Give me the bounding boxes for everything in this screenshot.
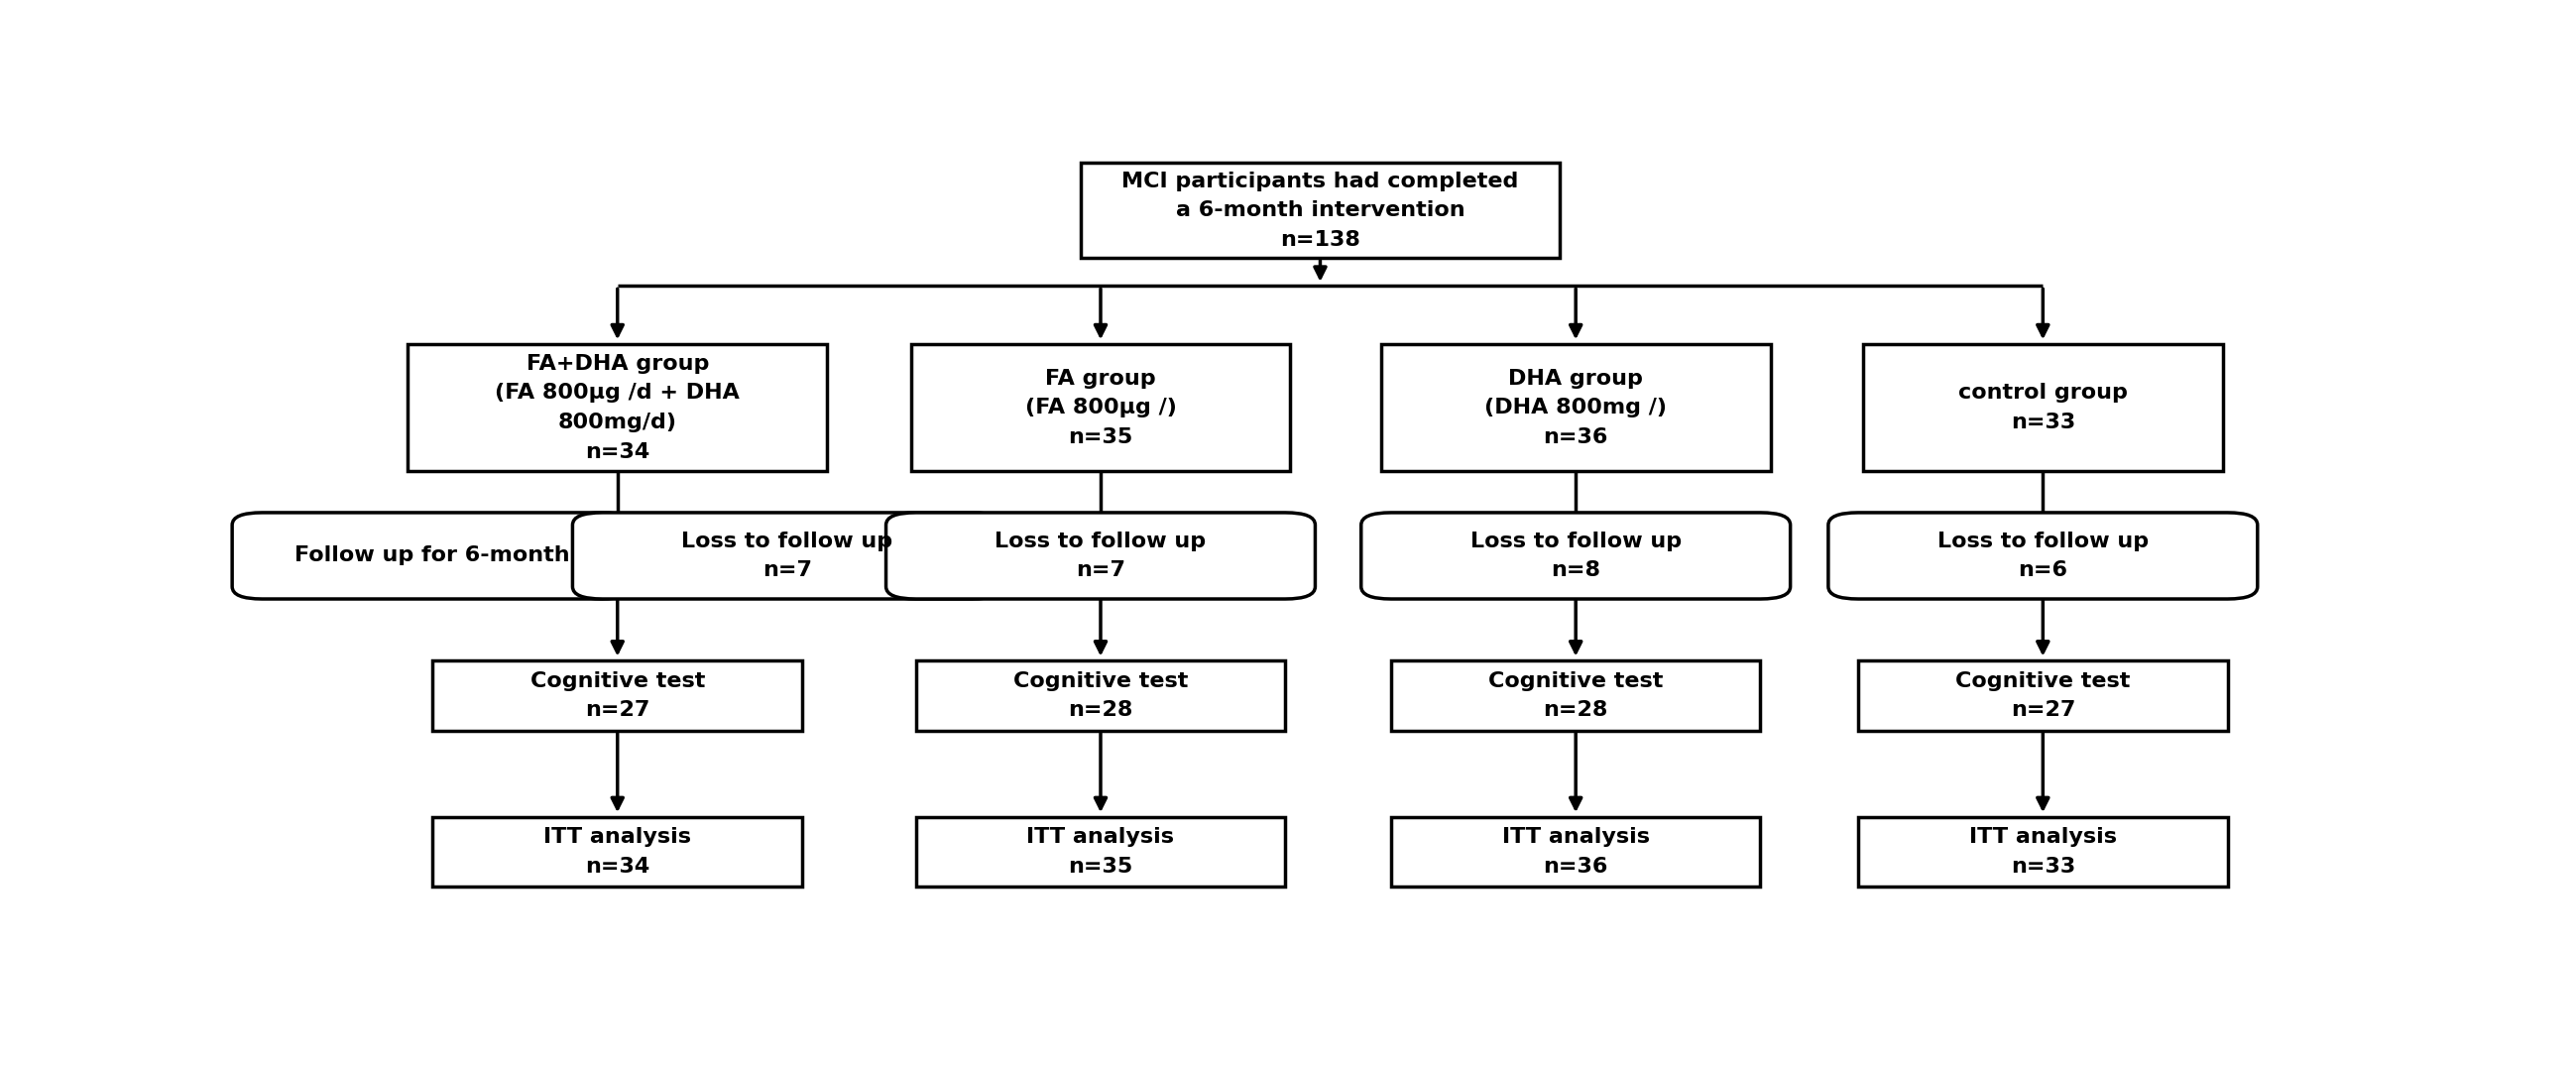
Text: Cognitive test
n=27: Cognitive test n=27 xyxy=(531,671,706,720)
Text: ITT analysis
n=35: ITT analysis n=35 xyxy=(1028,828,1175,877)
FancyBboxPatch shape xyxy=(1391,661,1759,731)
Text: Loss to follow up
n=7: Loss to follow up n=7 xyxy=(683,531,894,580)
FancyBboxPatch shape xyxy=(886,513,1316,599)
FancyBboxPatch shape xyxy=(1857,661,2228,731)
FancyBboxPatch shape xyxy=(1381,344,1770,471)
Text: Loss to follow up
n=8: Loss to follow up n=8 xyxy=(1471,531,1682,580)
Text: Loss to follow up
n=7: Loss to follow up n=7 xyxy=(994,531,1206,580)
Text: Cognitive test
n=28: Cognitive test n=28 xyxy=(1489,671,1664,720)
Text: FA group
(FA 800μg /)
n=35: FA group (FA 800μg /) n=35 xyxy=(1025,368,1177,447)
FancyBboxPatch shape xyxy=(1391,817,1759,886)
FancyBboxPatch shape xyxy=(1862,344,2223,471)
Text: Cognitive test
n=27: Cognitive test n=27 xyxy=(1955,671,2130,720)
FancyBboxPatch shape xyxy=(572,513,1002,599)
Text: FA+DHA group
(FA 800μg /d + DHA
800mg/d)
n=34: FA+DHA group (FA 800μg /d + DHA 800mg/d)… xyxy=(495,354,739,461)
FancyBboxPatch shape xyxy=(232,513,631,599)
Text: Cognitive test
n=28: Cognitive test n=28 xyxy=(1012,671,1188,720)
FancyBboxPatch shape xyxy=(912,344,1291,471)
FancyBboxPatch shape xyxy=(407,344,827,471)
Text: control group
n=33: control group n=33 xyxy=(1958,383,2128,433)
FancyBboxPatch shape xyxy=(1857,817,2228,886)
FancyBboxPatch shape xyxy=(1360,513,1790,599)
FancyBboxPatch shape xyxy=(1082,163,1561,257)
FancyBboxPatch shape xyxy=(917,817,1285,886)
FancyBboxPatch shape xyxy=(917,661,1285,731)
Text: DHA group
(DHA 800mg /)
n=36: DHA group (DHA 800mg /) n=36 xyxy=(1484,368,1667,447)
Text: ITT analysis
n=33: ITT analysis n=33 xyxy=(1968,828,2117,877)
FancyBboxPatch shape xyxy=(1829,513,2257,599)
Text: ITT analysis
n=36: ITT analysis n=36 xyxy=(1502,828,1649,877)
Text: Follow up for 6-month: Follow up for 6-month xyxy=(294,546,569,566)
FancyBboxPatch shape xyxy=(433,817,801,886)
Text: MCI participants had completed
a 6-month intervention
n=138: MCI participants had completed a 6-month… xyxy=(1121,171,1520,250)
Text: Loss to follow up
n=6: Loss to follow up n=6 xyxy=(1937,531,2148,580)
FancyBboxPatch shape xyxy=(433,661,801,731)
Text: ITT analysis
n=34: ITT analysis n=34 xyxy=(544,828,690,877)
